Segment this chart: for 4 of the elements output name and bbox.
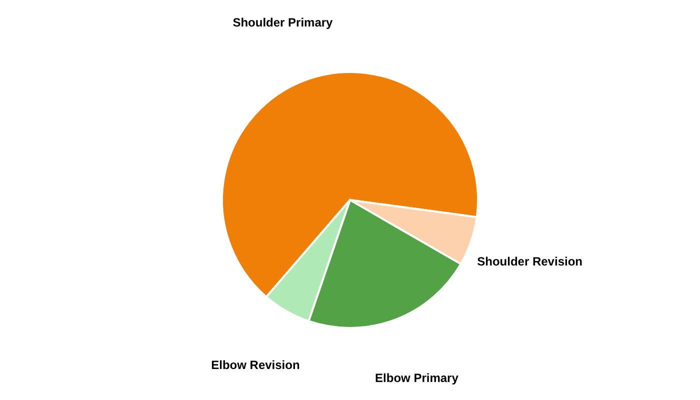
slice-label: Elbow Primary [375,370,459,385]
slice-label: Shoulder Revision [477,254,582,268]
slice-label: Shoulder Primary [232,15,334,30]
slice-label: Elbow Revision [211,358,300,372]
